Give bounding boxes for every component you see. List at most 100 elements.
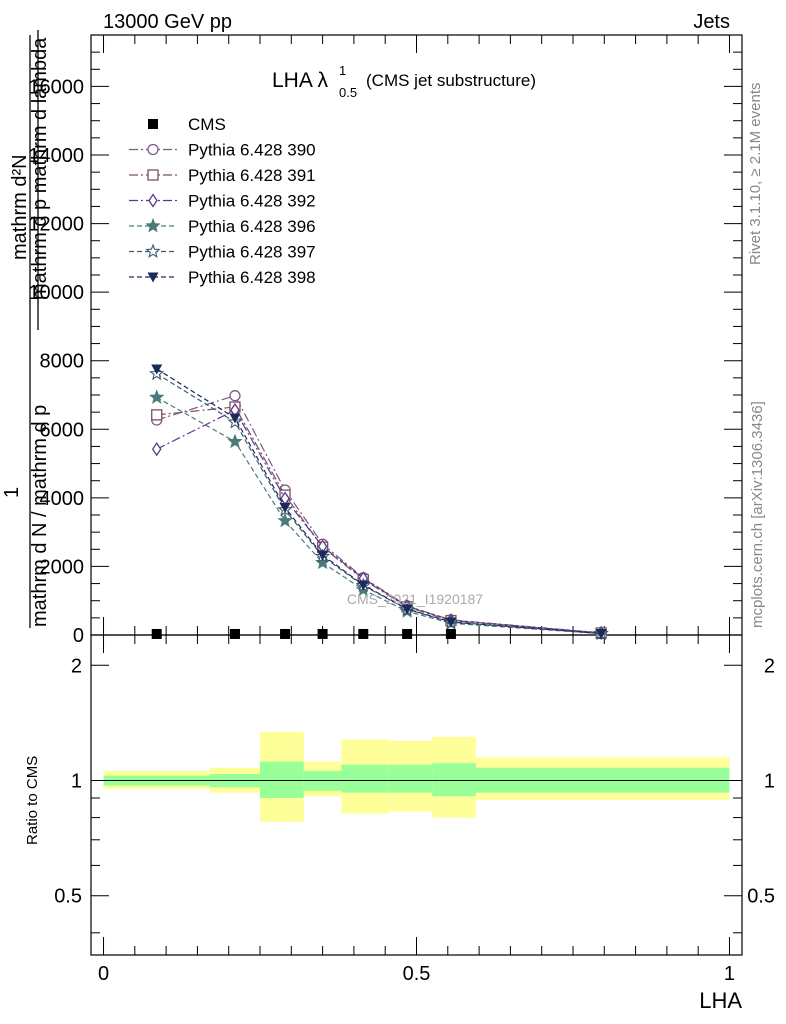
- legend-label: Pythia 6.428 391: [188, 166, 316, 185]
- marker-shape: [445, 617, 457, 628]
- marker-shape: [151, 628, 162, 639]
- analysis-watermark: CMS_2021_I1920187: [347, 591, 483, 607]
- data-point: [317, 628, 328, 639]
- y-tick-label: 2000: [40, 556, 85, 578]
- marker-shape: [317, 550, 329, 561]
- data-point: [357, 580, 369, 591]
- ratio-y-tick-label: 0.5: [54, 886, 82, 908]
- ratio-inner-band: [260, 761, 304, 799]
- legend-entry: Pythia 6.428 398: [129, 268, 316, 287]
- ratio-y-axis-label: Ratio to CMS: [24, 756, 41, 845]
- x-tick-label: 0.5: [403, 963, 431, 985]
- marker-shape: [229, 390, 241, 402]
- legend-label: Pythia 6.428 397: [188, 243, 316, 262]
- rivet-version-label: Rivet 3.1.10, ≥ 2.1M events: [747, 83, 764, 266]
- data-point: [317, 550, 329, 561]
- data-point: [151, 441, 162, 457]
- data-point: [402, 628, 413, 639]
- y-tick-label: 6000: [40, 419, 85, 441]
- y-tick-label: 0: [73, 625, 84, 647]
- ratio-y-tick-label-right: 0.5: [747, 886, 775, 908]
- legend-entry: Pythia 6.428 390: [129, 141, 316, 160]
- marker-shape: [229, 413, 241, 424]
- tick-labels: 0 2000 4000 6000 8000 10000 12000 14000 16000 0 0.…: [28, 76, 775, 985]
- y-axis-label-top: mathrm d²N: [9, 154, 31, 260]
- legend-label: CMS: [188, 115, 226, 134]
- header-jets-label: Jets: [693, 11, 730, 33]
- data-point: [151, 364, 163, 375]
- ratio-y-tick-label-right: 1: [764, 771, 775, 793]
- mcplots-label: mcplots.cern.ch [arXiv:1306.3436]: [749, 401, 766, 628]
- marker-shape: [148, 119, 158, 129]
- data-point: [227, 433, 243, 449]
- marker-shape: [151, 364, 163, 375]
- plot-title-sub: 0.5: [339, 85, 357, 100]
- y-tick-label: 4000: [40, 488, 85, 510]
- legend-marker: [148, 119, 158, 129]
- plot-title-main: LHA λ: [272, 69, 329, 92]
- plot-title: LHA λ: [272, 69, 329, 92]
- data-point: [277, 512, 293, 528]
- legend-entry: Pythia 6.428 397: [129, 243, 316, 262]
- legend-entry: CMS: [148, 115, 226, 134]
- marker-shape: [401, 604, 413, 615]
- y-axis-label-denominator: mathrm d N / mathrm d p: [29, 405, 51, 627]
- y-tick-label: 16000: [28, 76, 84, 98]
- data-point: [149, 389, 165, 404]
- marker-shape: [149, 389, 165, 404]
- legend-label: Pythia 6.428 392: [188, 192, 316, 211]
- marker-shape: [358, 628, 369, 639]
- header-energy-label: 13000 GeV pp: [103, 11, 232, 33]
- legend-marker: [145, 243, 161, 259]
- marker-shape: [147, 169, 159, 181]
- series-0: [151, 628, 607, 639]
- legend-marker: [147, 272, 159, 283]
- data-point: [279, 502, 291, 513]
- marker-shape: [445, 628, 456, 639]
- data-point: [151, 409, 163, 421]
- plot-title-note: (CMS jet substructure): [366, 71, 536, 90]
- legend-label: Pythia 6.428 396: [188, 217, 316, 236]
- legend-entry: Pythia 6.428 391: [129, 166, 316, 185]
- legend-marker: [145, 217, 161, 233]
- marker-shape: [148, 193, 158, 208]
- y-tick-label: 8000: [40, 351, 85, 373]
- y-axis-label-numerator: 1: [1, 487, 23, 498]
- y-tick-label: 12000: [28, 214, 84, 236]
- legend-entry: Pythia 6.428 396: [129, 217, 316, 236]
- data-point: [229, 390, 241, 402]
- data-point: [280, 628, 291, 639]
- ratio-inner-band: [341, 764, 389, 793]
- marker-shape: [402, 628, 413, 639]
- data-point: [151, 628, 162, 639]
- legend-marker: [147, 143, 159, 156]
- y-tick-label: 14000: [28, 145, 84, 167]
- legend-entry: Pythia 6.428 392: [129, 192, 316, 211]
- marker-shape: [280, 628, 291, 639]
- series-layer: [149, 364, 609, 641]
- series-line: [156, 396, 602, 635]
- data-point: [401, 604, 413, 615]
- y-tick-label: 10000: [28, 282, 84, 304]
- marker-shape: [151, 409, 163, 421]
- marker-shape: [595, 628, 607, 639]
- data-point: [445, 617, 457, 628]
- marker-shape: [317, 628, 328, 639]
- x-tick-label: 0: [98, 963, 109, 985]
- ratio-y-tick-label: 1: [71, 771, 82, 793]
- x-axis-label: LHA: [699, 988, 742, 1013]
- marker-shape: [229, 628, 240, 639]
- legend-label: Pythia 6.428 398: [188, 268, 316, 287]
- legend-label: Pythia 6.428 390: [188, 141, 316, 160]
- data-point: [445, 628, 456, 639]
- data-point: [595, 628, 607, 639]
- marker-shape: [277, 512, 293, 528]
- marker-shape: [357, 580, 369, 591]
- legend-marker: [148, 193, 158, 208]
- marker-shape: [145, 217, 161, 233]
- data-point: [229, 628, 240, 639]
- data-point: [358, 628, 369, 639]
- ratio-inner-band: [388, 764, 433, 793]
- ratio-bands: [103, 731, 730, 822]
